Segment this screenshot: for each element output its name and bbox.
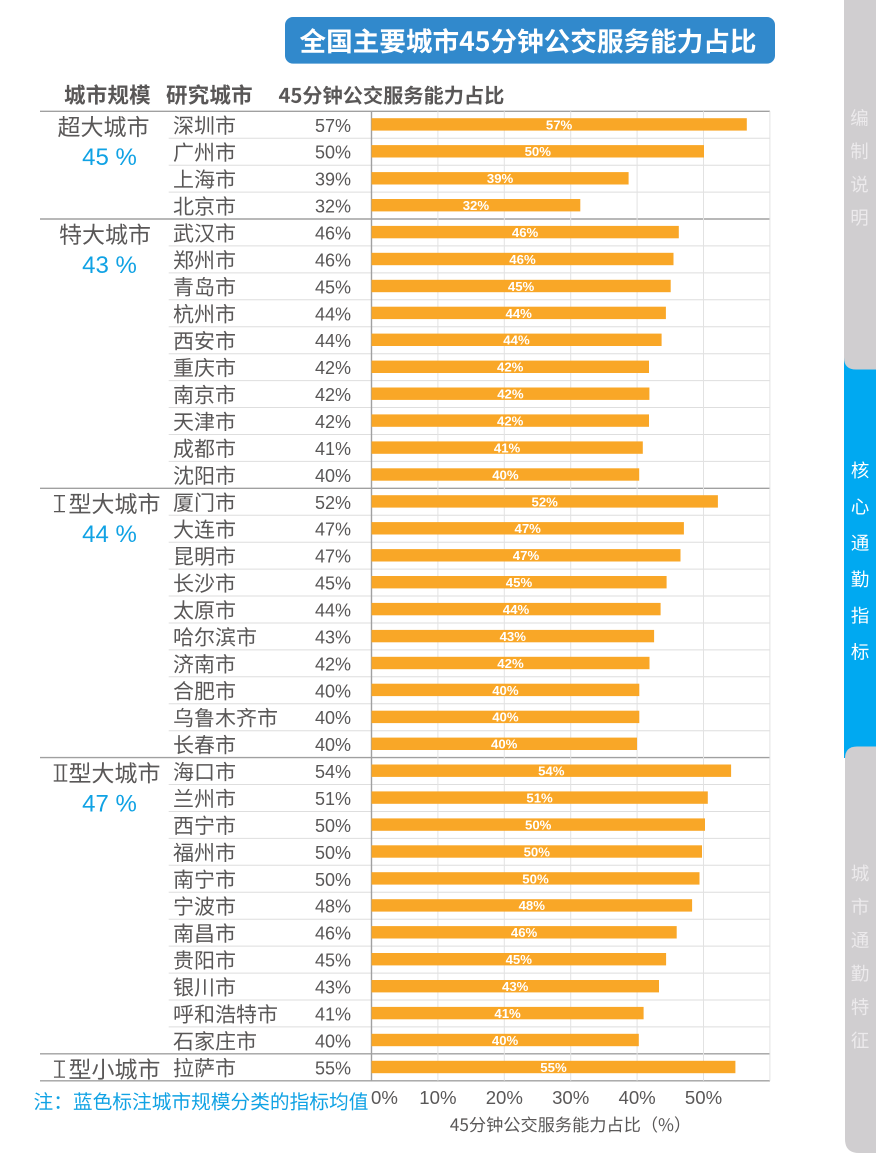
svg-text:48%: 48%	[519, 898, 546, 913]
svg-text:50%: 50%	[315, 870, 351, 890]
svg-text:55%: 55%	[315, 1058, 351, 1078]
svg-text:10%: 10%	[419, 1087, 456, 1108]
svg-text:44%: 44%	[315, 601, 351, 621]
svg-text:40%: 40%	[315, 735, 351, 755]
svg-text:41%: 41%	[315, 439, 351, 459]
svg-text:43%: 43%	[502, 979, 529, 994]
svg-text:47%: 47%	[315, 520, 351, 540]
svg-text:45%: 45%	[315, 277, 351, 297]
svg-text:42%: 42%	[315, 358, 351, 378]
svg-text:30%: 30%	[552, 1087, 589, 1108]
svg-text:40%: 40%	[618, 1087, 655, 1108]
svg-text:42%: 42%	[497, 360, 524, 375]
svg-text:43%: 43%	[500, 629, 527, 644]
svg-text:50%: 50%	[525, 144, 552, 159]
svg-text:45 %: 45 %	[82, 144, 137, 171]
svg-text:40%: 40%	[492, 683, 519, 698]
svg-text:44%: 44%	[505, 306, 532, 321]
svg-text:50%: 50%	[315, 143, 351, 163]
svg-text:46%: 46%	[512, 225, 539, 240]
svg-text:44%: 44%	[503, 333, 530, 348]
svg-text:46%: 46%	[315, 224, 351, 244]
svg-text:45%: 45%	[315, 574, 351, 594]
svg-text:55%: 55%	[540, 1060, 567, 1075]
svg-text:52%: 52%	[315, 493, 351, 513]
svg-text:40%: 40%	[315, 708, 351, 728]
svg-text:57%: 57%	[546, 117, 573, 132]
svg-text:45%: 45%	[315, 951, 351, 971]
svg-text:40%: 40%	[491, 737, 518, 752]
svg-text:39%: 39%	[315, 170, 351, 190]
svg-text:41%: 41%	[315, 1005, 351, 1025]
svg-text:51%: 51%	[526, 791, 553, 806]
svg-text:54%: 54%	[315, 762, 351, 782]
svg-text:45%: 45%	[508, 279, 535, 294]
svg-text:0%: 0%	[371, 1087, 398, 1108]
svg-text:42%: 42%	[497, 414, 524, 429]
svg-text:40%: 40%	[492, 467, 519, 482]
svg-text:42%: 42%	[315, 654, 351, 674]
svg-text:42%: 42%	[497, 656, 524, 671]
svg-text:40%: 40%	[315, 681, 351, 701]
svg-text:50%: 50%	[315, 843, 351, 863]
svg-text:47%: 47%	[315, 547, 351, 567]
svg-text:44%: 44%	[315, 331, 351, 351]
svg-text:42%: 42%	[315, 412, 351, 432]
svg-text:50%: 50%	[524, 844, 551, 859]
svg-text:44%: 44%	[503, 602, 530, 617]
svg-text:46%: 46%	[315, 924, 351, 944]
svg-text:32%: 32%	[463, 198, 490, 213]
svg-text:51%: 51%	[315, 789, 351, 809]
svg-text:46%: 46%	[509, 252, 536, 267]
svg-text:57%: 57%	[315, 116, 351, 136]
svg-text:41%: 41%	[494, 1006, 521, 1021]
svg-text:47 %: 47 %	[82, 790, 137, 817]
svg-text:42%: 42%	[315, 385, 351, 405]
svg-text:46%: 46%	[511, 925, 538, 940]
svg-text:54%: 54%	[538, 764, 565, 779]
svg-text:50%: 50%	[522, 871, 549, 886]
svg-text:50%: 50%	[525, 817, 552, 832]
svg-text:43%: 43%	[315, 978, 351, 998]
svg-text:50%: 50%	[315, 816, 351, 836]
svg-text:44 %: 44 %	[82, 521, 137, 548]
svg-text:45%: 45%	[506, 952, 533, 967]
svg-text:39%: 39%	[487, 171, 514, 186]
svg-text:46%: 46%	[315, 250, 351, 270]
svg-text:40%: 40%	[315, 466, 351, 486]
svg-text:45%: 45%	[506, 575, 533, 590]
svg-text:40%: 40%	[315, 1031, 351, 1051]
svg-text:44%: 44%	[315, 304, 351, 324]
svg-text:50%: 50%	[685, 1087, 722, 1108]
svg-text:32%: 32%	[315, 197, 351, 217]
svg-text:43 %: 43 %	[82, 252, 137, 279]
svg-text:41%: 41%	[494, 440, 521, 455]
svg-text:52%: 52%	[531, 494, 558, 509]
svg-text:47%: 47%	[513, 548, 540, 563]
svg-text:47%: 47%	[514, 521, 541, 536]
svg-text:48%: 48%	[315, 897, 351, 917]
svg-text:40%: 40%	[492, 710, 519, 725]
svg-text:40%: 40%	[492, 1033, 519, 1048]
svg-text:20%: 20%	[486, 1087, 523, 1108]
svg-text:43%: 43%	[315, 627, 351, 647]
svg-text:42%: 42%	[497, 387, 524, 402]
